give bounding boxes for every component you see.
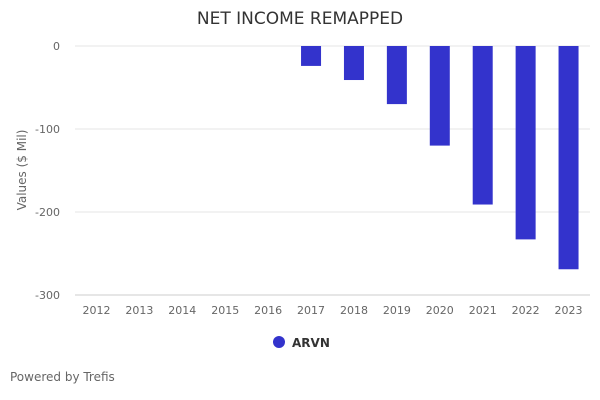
x-tick-label-2013: 2013 (125, 304, 153, 317)
x-axis-ticks: 2012 2013 2014 2015 2016 2017 2018 2019 2020 2021… (82, 304, 582, 317)
bar-2022[interactable] (515, 46, 536, 240)
bar-2018[interactable] (343, 46, 364, 81)
x-tick-label-2018: 2018 (340, 304, 368, 317)
y-tick-label: -300 (35, 289, 60, 302)
bar-2020[interactable] (429, 46, 450, 146)
bar-2023[interactable] (558, 46, 579, 270)
bar-2021[interactable] (472, 46, 493, 205)
x-tick-label-2022: 2022 (512, 304, 540, 317)
x-tick-label-2019: 2019 (383, 304, 411, 317)
y-tick-label: -100 (35, 123, 60, 136)
legend[interactable]: ARVN (273, 336, 330, 350)
y-tick-label: 0 (53, 40, 60, 53)
bar-2017[interactable] (301, 46, 322, 66)
legend-label-arvn: ARVN (292, 336, 330, 350)
bars (301, 46, 579, 270)
y-axis-ticks: 0 -100 -200 -300 (35, 40, 60, 302)
y-axis-label: Values ($ Mil) (15, 130, 29, 211)
y-tick-label: -200 (35, 206, 60, 219)
x-tick-label-2014: 2014 (168, 304, 196, 317)
x-tick-label-2023: 2023 (555, 304, 583, 317)
x-tick-label-2017: 2017 (297, 304, 325, 317)
x-tick-label-2015: 2015 (211, 304, 239, 317)
x-tick-label-2012: 2012 (82, 304, 110, 317)
x-tick-label-2021: 2021 (469, 304, 497, 317)
legend-marker-arvn (273, 336, 285, 348)
bar-2019[interactable] (386, 46, 407, 105)
grid (75, 45, 590, 213)
chart-title: NET INCOME REMAPPED (197, 9, 403, 29)
x-tick-label-2020: 2020 (426, 304, 454, 317)
x-tick-label-2016: 2016 (254, 304, 282, 317)
powered-by-credit[interactable]: Powered by Trefis (10, 370, 115, 384)
